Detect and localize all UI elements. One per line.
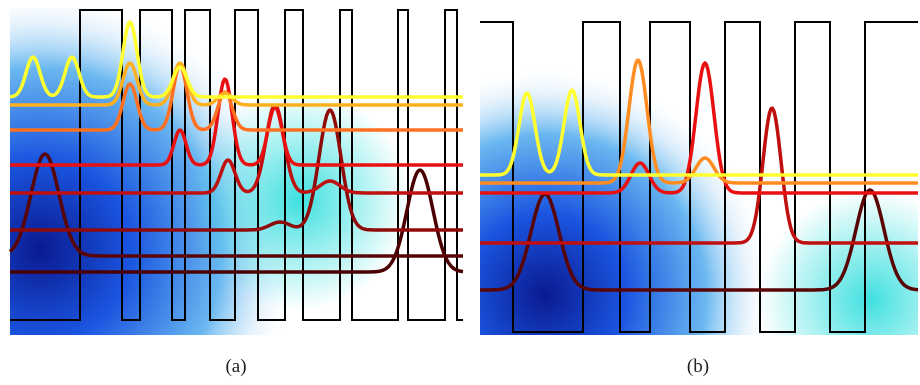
curve xyxy=(9,64,464,132)
curve xyxy=(9,61,464,107)
panel-label: (a) xyxy=(225,356,246,377)
curve xyxy=(9,168,464,274)
curves xyxy=(8,9,464,321)
curves xyxy=(479,21,919,333)
curve xyxy=(9,77,464,167)
curve xyxy=(479,88,919,177)
panel-a xyxy=(8,8,464,335)
curve xyxy=(8,152,464,258)
curve xyxy=(479,58,919,185)
curve xyxy=(9,103,464,195)
square-wave xyxy=(480,21,918,333)
curve xyxy=(9,108,464,232)
curve xyxy=(479,188,919,292)
curve xyxy=(479,61,919,195)
panel-b xyxy=(479,20,919,335)
curve xyxy=(479,106,919,245)
curve xyxy=(9,20,464,99)
density-shading xyxy=(10,8,463,335)
panel-label: (b) xyxy=(687,356,709,377)
density-shading xyxy=(480,20,918,335)
